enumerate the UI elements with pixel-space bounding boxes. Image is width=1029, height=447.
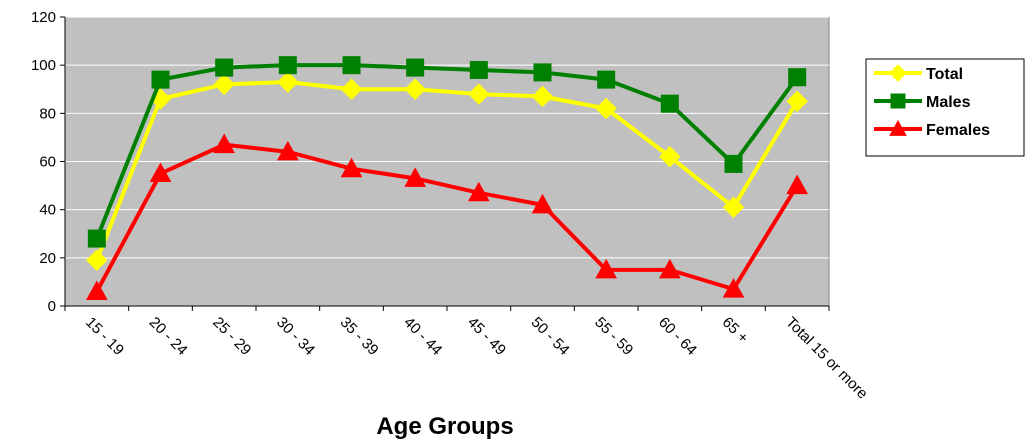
legend-marker bbox=[889, 119, 907, 136]
y-axis-ticks: 0 20 40 60 80 100 120 bbox=[31, 9, 65, 315]
data-point-females bbox=[658, 258, 681, 279]
series-line-females bbox=[95, 142, 799, 293]
legend-item-total: Total bbox=[874, 64, 963, 83]
data-point-males bbox=[151, 70, 170, 89]
data-point-females bbox=[213, 133, 236, 154]
x-tick-label: 45 - 49 bbox=[464, 314, 509, 359]
series-total bbox=[86, 71, 808, 271]
data-point-females bbox=[340, 157, 363, 178]
data-point-total bbox=[277, 71, 299, 93]
data-point-females bbox=[404, 167, 427, 187]
y-tick-label: 40 bbox=[39, 202, 56, 219]
legend-item-males: Males bbox=[874, 93, 971, 111]
data-point-males bbox=[278, 56, 297, 75]
series-line-total bbox=[94, 80, 799, 261]
data-point-males bbox=[215, 58, 234, 77]
data-point-females bbox=[722, 278, 745, 298]
x-tick-label: 40 - 44 bbox=[400, 314, 445, 359]
data-point-males bbox=[660, 94, 679, 113]
legend-label: Males bbox=[926, 94, 971, 111]
x-tick-label: 15 - 19 bbox=[82, 314, 127, 359]
series-males bbox=[87, 56, 807, 248]
gridlines bbox=[65, 16, 829, 259]
data-point-males bbox=[724, 154, 743, 173]
series-layer bbox=[85, 56, 809, 301]
data-point-females bbox=[276, 140, 299, 161]
data-point-males bbox=[87, 229, 106, 248]
data-point-males bbox=[469, 60, 488, 79]
data-point-males bbox=[406, 58, 425, 77]
x-tick-label: 60 - 64 bbox=[655, 314, 700, 359]
x-tick-label: 50 - 54 bbox=[528, 314, 573, 359]
data-point-males bbox=[533, 63, 552, 82]
data-point-males bbox=[342, 56, 361, 75]
data-point-total bbox=[659, 145, 681, 168]
x-axis-ticks: 15 - 19 20 - 24 25 - 29 30 - 34 35 - 39 40 - … bbox=[64, 306, 871, 403]
data-point-females bbox=[149, 162, 172, 183]
data-point-females bbox=[85, 280, 108, 301]
data-point-total bbox=[213, 73, 235, 96]
x-tick-label: 65 + bbox=[719, 314, 752, 347]
x-axis-title: Age Groups bbox=[376, 413, 513, 440]
y-tick-label: 0 bbox=[48, 298, 56, 315]
data-point-total bbox=[86, 249, 108, 271]
y-tick-label: 80 bbox=[39, 105, 56, 122]
legend: Total Males Females bbox=[865, 58, 1025, 157]
legend-item-females: Females bbox=[874, 119, 990, 139]
series-line-males bbox=[94, 63, 799, 240]
data-point-total bbox=[340, 78, 363, 100]
data-point-females bbox=[786, 174, 809, 195]
data-point-males bbox=[788, 68, 807, 87]
series-females bbox=[85, 133, 809, 301]
x-tick-label: 30 - 34 bbox=[273, 314, 318, 359]
data-point-total bbox=[531, 85, 554, 108]
data-point-total bbox=[722, 196, 745, 218]
y-tick-label: 120 bbox=[31, 9, 56, 26]
data-point-total bbox=[404, 78, 426, 100]
x-tick-label: 55 - 59 bbox=[591, 314, 636, 359]
data-point-total bbox=[468, 83, 490, 105]
y-tick-label: 60 bbox=[39, 154, 56, 171]
y-tick-label: 20 bbox=[39, 250, 56, 267]
data-point-females bbox=[595, 258, 618, 279]
legend-marker bbox=[889, 64, 907, 82]
x-tick-label: 25 - 29 bbox=[209, 314, 254, 359]
x-tick-label: Total 15 or more bbox=[782, 314, 871, 403]
legend-label: Total bbox=[926, 66, 963, 83]
data-point-males bbox=[597, 70, 616, 89]
data-point-females bbox=[531, 193, 554, 214]
data-point-total bbox=[786, 90, 808, 112]
legend-marker bbox=[890, 93, 906, 109]
legend-label: Females bbox=[926, 122, 990, 139]
y-tick-label: 100 bbox=[31, 57, 56, 74]
x-tick-label: 35 - 39 bbox=[337, 314, 382, 359]
data-point-females bbox=[467, 181, 490, 202]
data-point-total bbox=[595, 97, 617, 120]
x-tick-label: 20 - 24 bbox=[146, 314, 191, 359]
